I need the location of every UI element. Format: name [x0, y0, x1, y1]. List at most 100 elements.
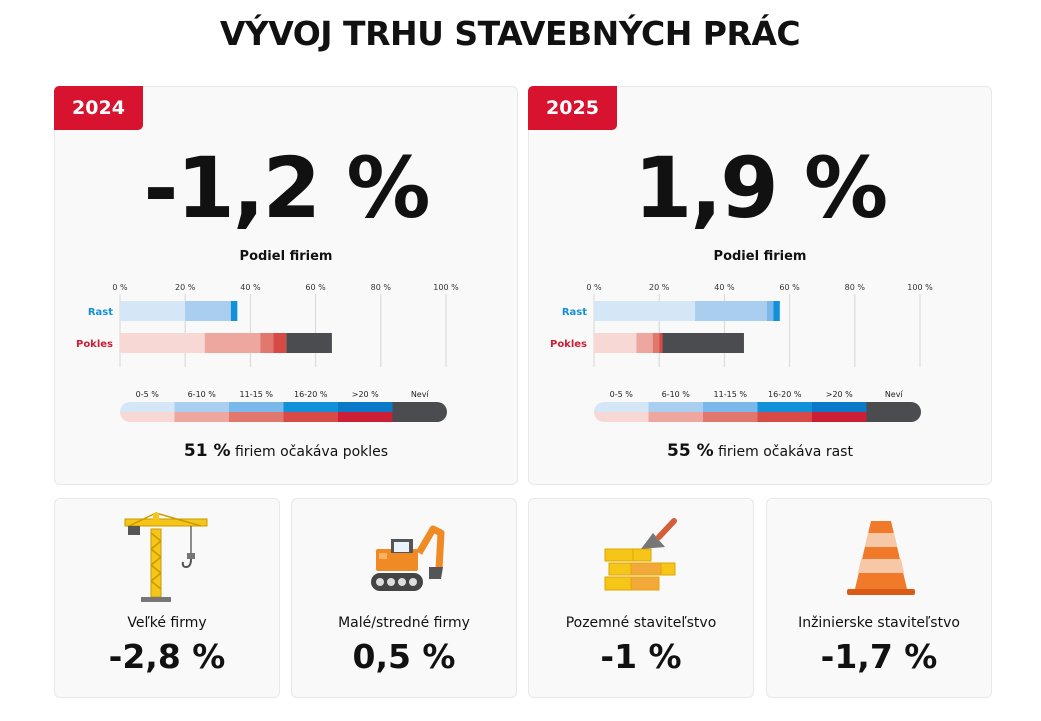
legend-swatch: [174, 402, 230, 412]
segment-label: Veľké firmy: [127, 615, 207, 631]
segment-card-sme: Malé/stredné firmy 0,5 %: [291, 498, 517, 698]
category-label: Pokles: [550, 339, 587, 350]
legend-label: 11-15 %: [240, 390, 274, 399]
bar-segment: [260, 333, 274, 353]
chart-title: Podiel firiem: [239, 249, 333, 264]
legend-swatch: [174, 412, 230, 422]
x-tick-label: 0 %: [586, 283, 602, 292]
legend-label: 16-20 %: [294, 390, 328, 399]
legend-swatch: [703, 412, 758, 422]
x-tick-label: 80 %: [371, 283, 392, 292]
year-badge: 2024: [54, 86, 143, 130]
category-label: Rast: [88, 307, 113, 318]
bar-segment: [286, 333, 332, 353]
bar-segment: [273, 333, 287, 353]
legend-swatch: [648, 412, 704, 422]
legend-swatch: [120, 412, 175, 422]
legend-swatch: [392, 402, 447, 422]
summary: 55 % firiem očakáva rast: [529, 441, 991, 461]
category-label: Rast: [562, 307, 587, 318]
share-chart: 0 % 20 % 40 % 60 % 80 % 100 % Rast Pokles 0-5 % 6…: [76, 283, 459, 422]
year-badge: 2025: [528, 86, 617, 130]
legend-swatch: [120, 402, 175, 412]
legend-swatch: [229, 402, 284, 412]
x-tick-label: 100 %: [907, 283, 933, 292]
segment-value: -1 %: [600, 637, 682, 676]
legend-swatch: [594, 402, 649, 412]
bar-segment: [230, 301, 238, 321]
chart-title: Podiel firiem: [713, 249, 807, 264]
x-tick-label: 40 %: [714, 283, 735, 292]
segment-card-large-firms: Veľké firmy -2,8 %: [54, 498, 280, 698]
legend-label: 11-15 %: [714, 390, 748, 399]
bar-segment: [120, 333, 205, 353]
bar-segment: [766, 301, 774, 321]
segment-value: -2,8 %: [108, 637, 226, 676]
x-tick-label: 20 %: [649, 283, 670, 292]
x-tick-label: 60 %: [779, 283, 800, 292]
panel-2025: 2025 1,9 % Podiel firiem 0 % 20 % 40 % 60 %…: [528, 86, 992, 485]
legend-swatch: [866, 402, 921, 422]
summary-percent: 51 %: [183, 441, 231, 461]
summary-percent: 55 %: [667, 441, 714, 461]
legend-label: Neví: [411, 390, 430, 399]
legend-swatch: [338, 412, 393, 422]
summary: 51 % firiem očakáva pokles: [55, 441, 517, 461]
segment-label: Pozemné staviteľstvo: [565, 615, 717, 631]
growth-value: -1,2 %: [143, 139, 430, 237]
legend-label: >20 %: [352, 390, 379, 399]
legend-swatch: [812, 412, 867, 422]
legend-label: 16-20 %: [768, 390, 802, 399]
x-tick-label: 60 %: [305, 283, 326, 292]
legend-label: 6-10 %: [188, 390, 217, 399]
bar-segment: [662, 333, 744, 353]
bar-segment: [120, 301, 186, 321]
x-tick-label: 20 %: [175, 283, 196, 292]
bar-segment: [773, 301, 780, 321]
bar-segment: [185, 301, 231, 321]
summary-text: firiem očakáva rast: [713, 444, 853, 460]
legend-label: 0-5 %: [136, 390, 160, 399]
panel-2024: 2024 -1,2 % Podiel firiem 0 % 20 % 40 % 60 …: [54, 86, 518, 485]
legend-swatch: [229, 412, 284, 422]
legend-swatch: [338, 402, 393, 412]
traffic-cone-icon: [847, 521, 915, 595]
bricks-trowel-icon: [604, 518, 677, 591]
bar-segment: [204, 333, 261, 353]
segment-label: Inžinierske staviteľstvo: [798, 615, 960, 631]
page-title: VÝVOJ TRHU STAVEBNÝCH PRÁC: [219, 14, 801, 53]
summary-text: firiem očakáva pokles: [230, 444, 389, 460]
legend-swatch: [594, 412, 649, 422]
segment-card-civil: Inžinierske staviteľstvo -1,7 %: [766, 498, 992, 698]
bar-segment: [636, 333, 653, 353]
legend-swatch: [703, 402, 758, 412]
legend-swatch: [757, 402, 813, 412]
legend-swatch: [283, 402, 339, 412]
legend-label: >20 %: [826, 390, 853, 399]
bar-segment: [594, 333, 637, 353]
legend-swatch: [648, 402, 704, 412]
bar-segment: [594, 301, 696, 321]
bar-segment: [659, 333, 663, 353]
x-tick-label: 40 %: [240, 283, 261, 292]
x-tick-label: 80 %: [845, 283, 866, 292]
legend-swatch: [283, 412, 339, 422]
legend-swatch: [812, 402, 867, 412]
x-tick-label: 0 %: [112, 283, 128, 292]
legend-label: 0-5 %: [610, 390, 634, 399]
excavator-icon: [371, 525, 445, 591]
growth-value: 1,9 %: [633, 139, 888, 237]
bar-segment: [695, 301, 767, 321]
x-tick-label: 100 %: [433, 283, 459, 292]
legend-label: Neví: [885, 390, 904, 399]
legend-label: 6-10 %: [662, 390, 691, 399]
crane-icon: [124, 512, 208, 602]
share-chart: 0 % 20 % 40 % 60 % 80 % 100 % Rast Pokles 0-5 % 6…: [550, 283, 933, 422]
category-label: Pokles: [76, 339, 113, 350]
bar-segment: [652, 333, 660, 353]
legend-swatch: [757, 412, 813, 422]
segment-card-building: Pozemné staviteľstvo -1 %: [528, 498, 754, 698]
segment-label: Malé/stredné firmy: [338, 615, 470, 631]
segment-value: -1,7 %: [820, 637, 938, 676]
segment-value: 0,5 %: [352, 637, 456, 676]
